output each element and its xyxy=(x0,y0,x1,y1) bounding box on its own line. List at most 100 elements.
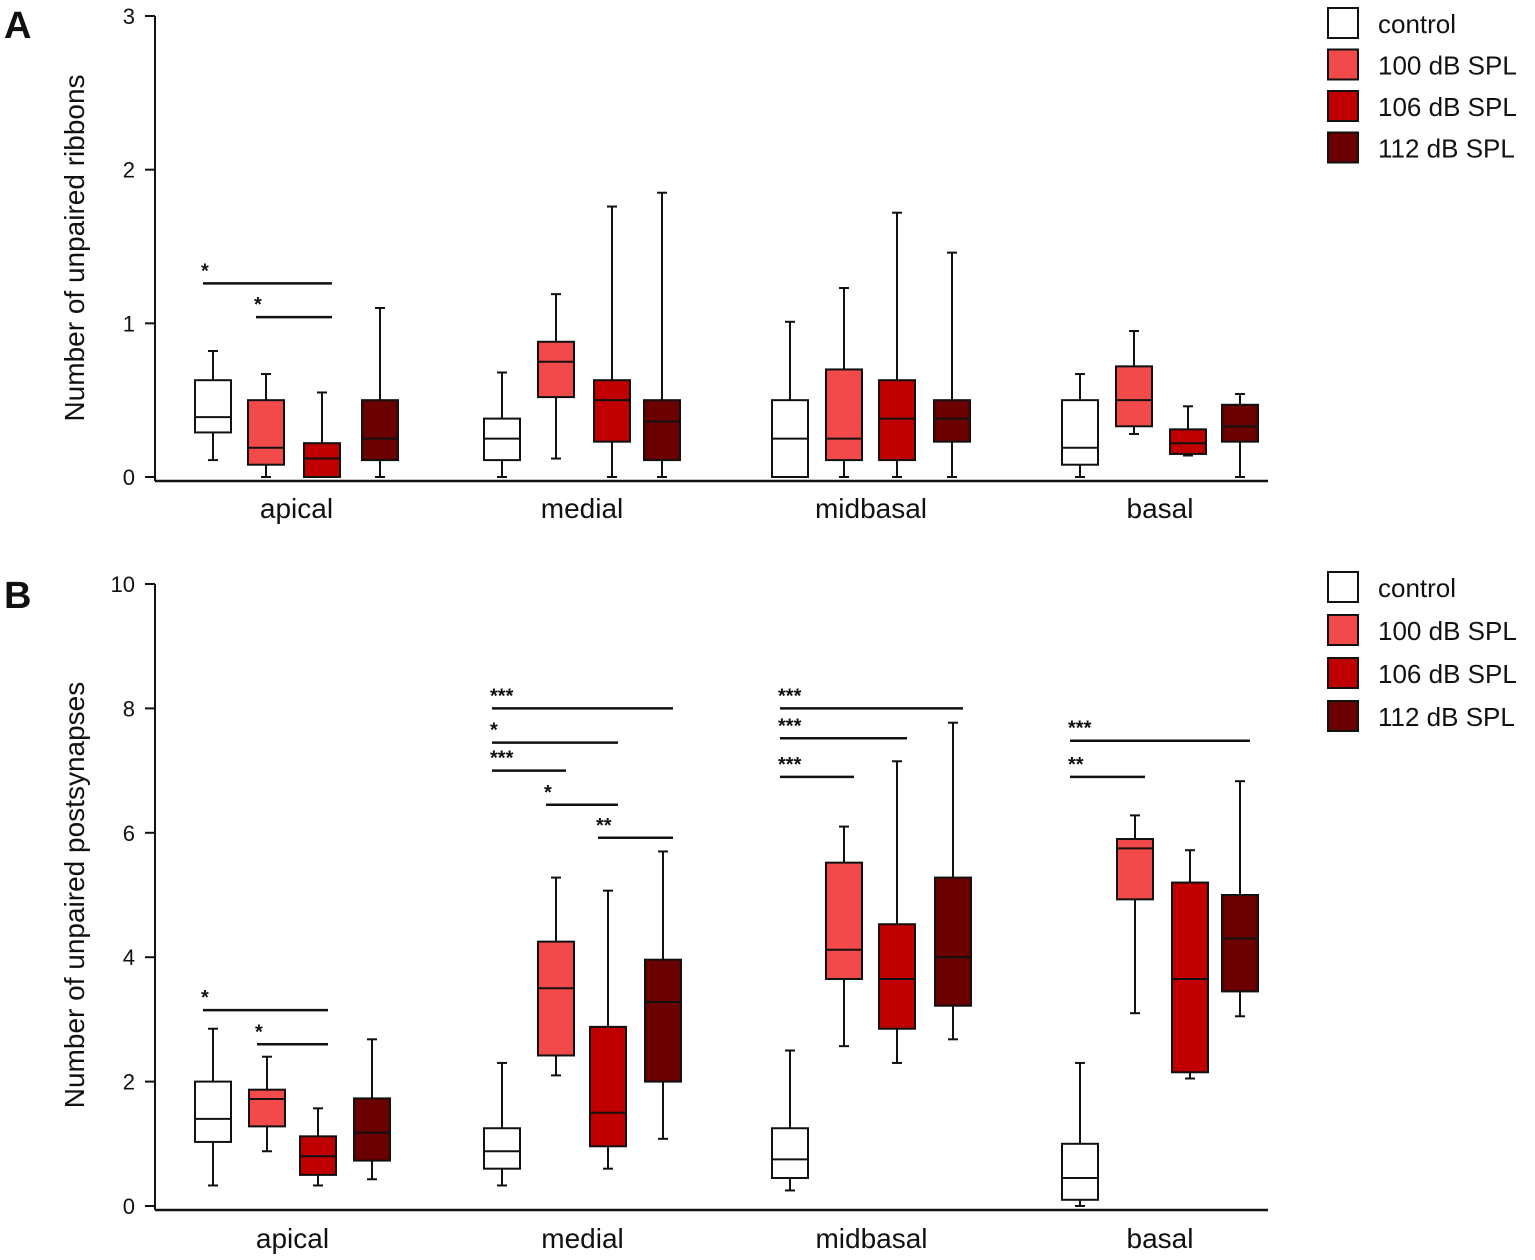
box-iqr xyxy=(247,399,285,466)
legend-swatch xyxy=(1327,48,1359,81)
y-tick-label: 8 xyxy=(123,696,135,721)
box-112-db-spl-apical xyxy=(353,1038,391,1181)
x-category-label: apical xyxy=(256,1223,329,1254)
box-112-db-spl-midbasal xyxy=(933,251,971,478)
box-control-medial xyxy=(483,371,521,478)
legend: control 100 dB SPL 106 dB SPL 112 dB SPL xyxy=(1327,7,1517,164)
box-control-midbasal xyxy=(771,1049,809,1192)
box-control-midbasal xyxy=(771,320,809,478)
box-112-db-spl-apical xyxy=(361,306,399,478)
panel-letter: A xyxy=(4,5,31,47)
significance-label: *** xyxy=(778,754,802,776)
box-iqr xyxy=(194,1080,232,1143)
panel-a: A Number of unpaired ribbons 0 1 2 3 apical m… xyxy=(4,4,1517,524)
box-iqr xyxy=(589,1025,627,1148)
y-tick-label: 0 xyxy=(123,1194,135,1219)
box-100-db-spl-basal xyxy=(1116,814,1154,1015)
y-tick-label: 2 xyxy=(123,1070,135,1095)
box-iqr xyxy=(1115,365,1153,428)
legend-label: 106 dB SPL xyxy=(1378,92,1517,122)
legend-label: 112 dB SPL xyxy=(1378,702,1515,732)
x-category-label: basal xyxy=(1127,493,1194,524)
significance-label: *** xyxy=(778,685,802,707)
box-control-basal xyxy=(1061,373,1099,478)
box-iqr xyxy=(878,923,916,1030)
legend-swatch xyxy=(1327,614,1359,646)
box-100-db-spl-midbasal xyxy=(825,286,863,478)
box-100-db-spl-medial xyxy=(537,293,575,460)
x-category-label: midbasal xyxy=(815,493,927,524)
significance-brackets: ************************** xyxy=(201,685,1250,1046)
box-plots xyxy=(194,191,1259,478)
panel-letter: B xyxy=(4,575,31,617)
significance-label: *** xyxy=(490,685,514,707)
box-iqr xyxy=(1171,881,1209,1074)
box-106-db-spl-basal xyxy=(1169,405,1207,457)
axes: 0 2 4 6 8 10 apical medial midbasal basal xyxy=(111,572,1268,1254)
box-112-db-spl-midbasal xyxy=(934,721,972,1041)
box-106-db-spl-medial xyxy=(593,205,631,478)
box-112-db-spl-medial xyxy=(644,850,682,1140)
significance-label: ** xyxy=(1068,754,1084,776)
box-112-db-spl-basal xyxy=(1221,780,1259,1018)
significance-brackets: ** xyxy=(201,260,332,319)
box-iqr xyxy=(537,340,575,399)
box-iqr xyxy=(771,1127,809,1180)
significance-label: * xyxy=(255,1021,263,1043)
x-category-label: apical xyxy=(260,493,333,524)
box-iqr xyxy=(1221,894,1259,993)
legend-label: 106 dB SPL xyxy=(1378,659,1517,689)
box-iqr xyxy=(537,940,575,1057)
box-control-medial xyxy=(483,1061,521,1187)
legend-swatch xyxy=(1327,657,1359,689)
legend-label: 100 dB SPL xyxy=(1378,51,1517,81)
box-112-db-spl-medial xyxy=(643,191,681,478)
box-control-apical xyxy=(194,349,232,462)
axes: 0 1 2 3 apical medial midbasal basal xyxy=(123,4,1268,524)
significance-label: * xyxy=(544,782,552,804)
legend-swatch xyxy=(1327,7,1359,39)
y-tick-label: 10 xyxy=(111,572,135,597)
box-iqr xyxy=(353,1097,391,1162)
box-106-db-spl-medial xyxy=(589,889,627,1170)
significance-label: *** xyxy=(778,715,802,737)
box-106-db-spl-midbasal xyxy=(878,760,916,1064)
legend-swatch xyxy=(1327,571,1359,603)
y-axis-label: Number of unpaired ribbons xyxy=(59,74,90,421)
box-iqr xyxy=(248,1088,286,1128)
box-iqr xyxy=(643,399,681,462)
box-iqr xyxy=(825,368,863,462)
y-tick-label: 3 xyxy=(123,4,135,29)
box-plots xyxy=(194,721,1259,1207)
legend-label: control xyxy=(1378,9,1456,39)
significance-label: *** xyxy=(490,748,514,770)
box-112-db-spl-basal xyxy=(1221,393,1259,478)
box-100-db-spl-apical xyxy=(248,1055,286,1153)
box-100-db-spl-apical xyxy=(247,373,285,478)
x-category-label: medial xyxy=(541,493,623,524)
significance-label: ** xyxy=(596,815,612,837)
box-control-apical xyxy=(194,1027,232,1187)
legend-swatch xyxy=(1327,131,1359,164)
box-100-db-spl-basal xyxy=(1115,330,1153,435)
legend-swatch xyxy=(1327,90,1359,122)
box-iqr xyxy=(483,1127,521,1170)
box-iqr xyxy=(878,379,916,462)
box-iqr xyxy=(303,442,341,478)
box-iqr xyxy=(1169,428,1207,455)
box-106-db-spl-basal xyxy=(1171,849,1209,1080)
significance-label: * xyxy=(254,294,262,316)
y-tick-label: 1 xyxy=(123,311,135,336)
box-100-db-spl-midbasal xyxy=(825,825,863,1048)
box-iqr xyxy=(593,379,631,443)
box-106-db-spl-apical xyxy=(303,391,341,478)
box-106-db-spl-apical xyxy=(299,1107,337,1187)
box-iqr xyxy=(1061,399,1099,466)
box-control-basal xyxy=(1061,1061,1099,1207)
legend-label: 100 dB SPL xyxy=(1378,616,1517,646)
x-category-label: midbasal xyxy=(815,1223,927,1254)
significance-label: * xyxy=(201,987,209,1009)
box-iqr xyxy=(194,379,232,434)
box-iqr xyxy=(825,861,863,980)
